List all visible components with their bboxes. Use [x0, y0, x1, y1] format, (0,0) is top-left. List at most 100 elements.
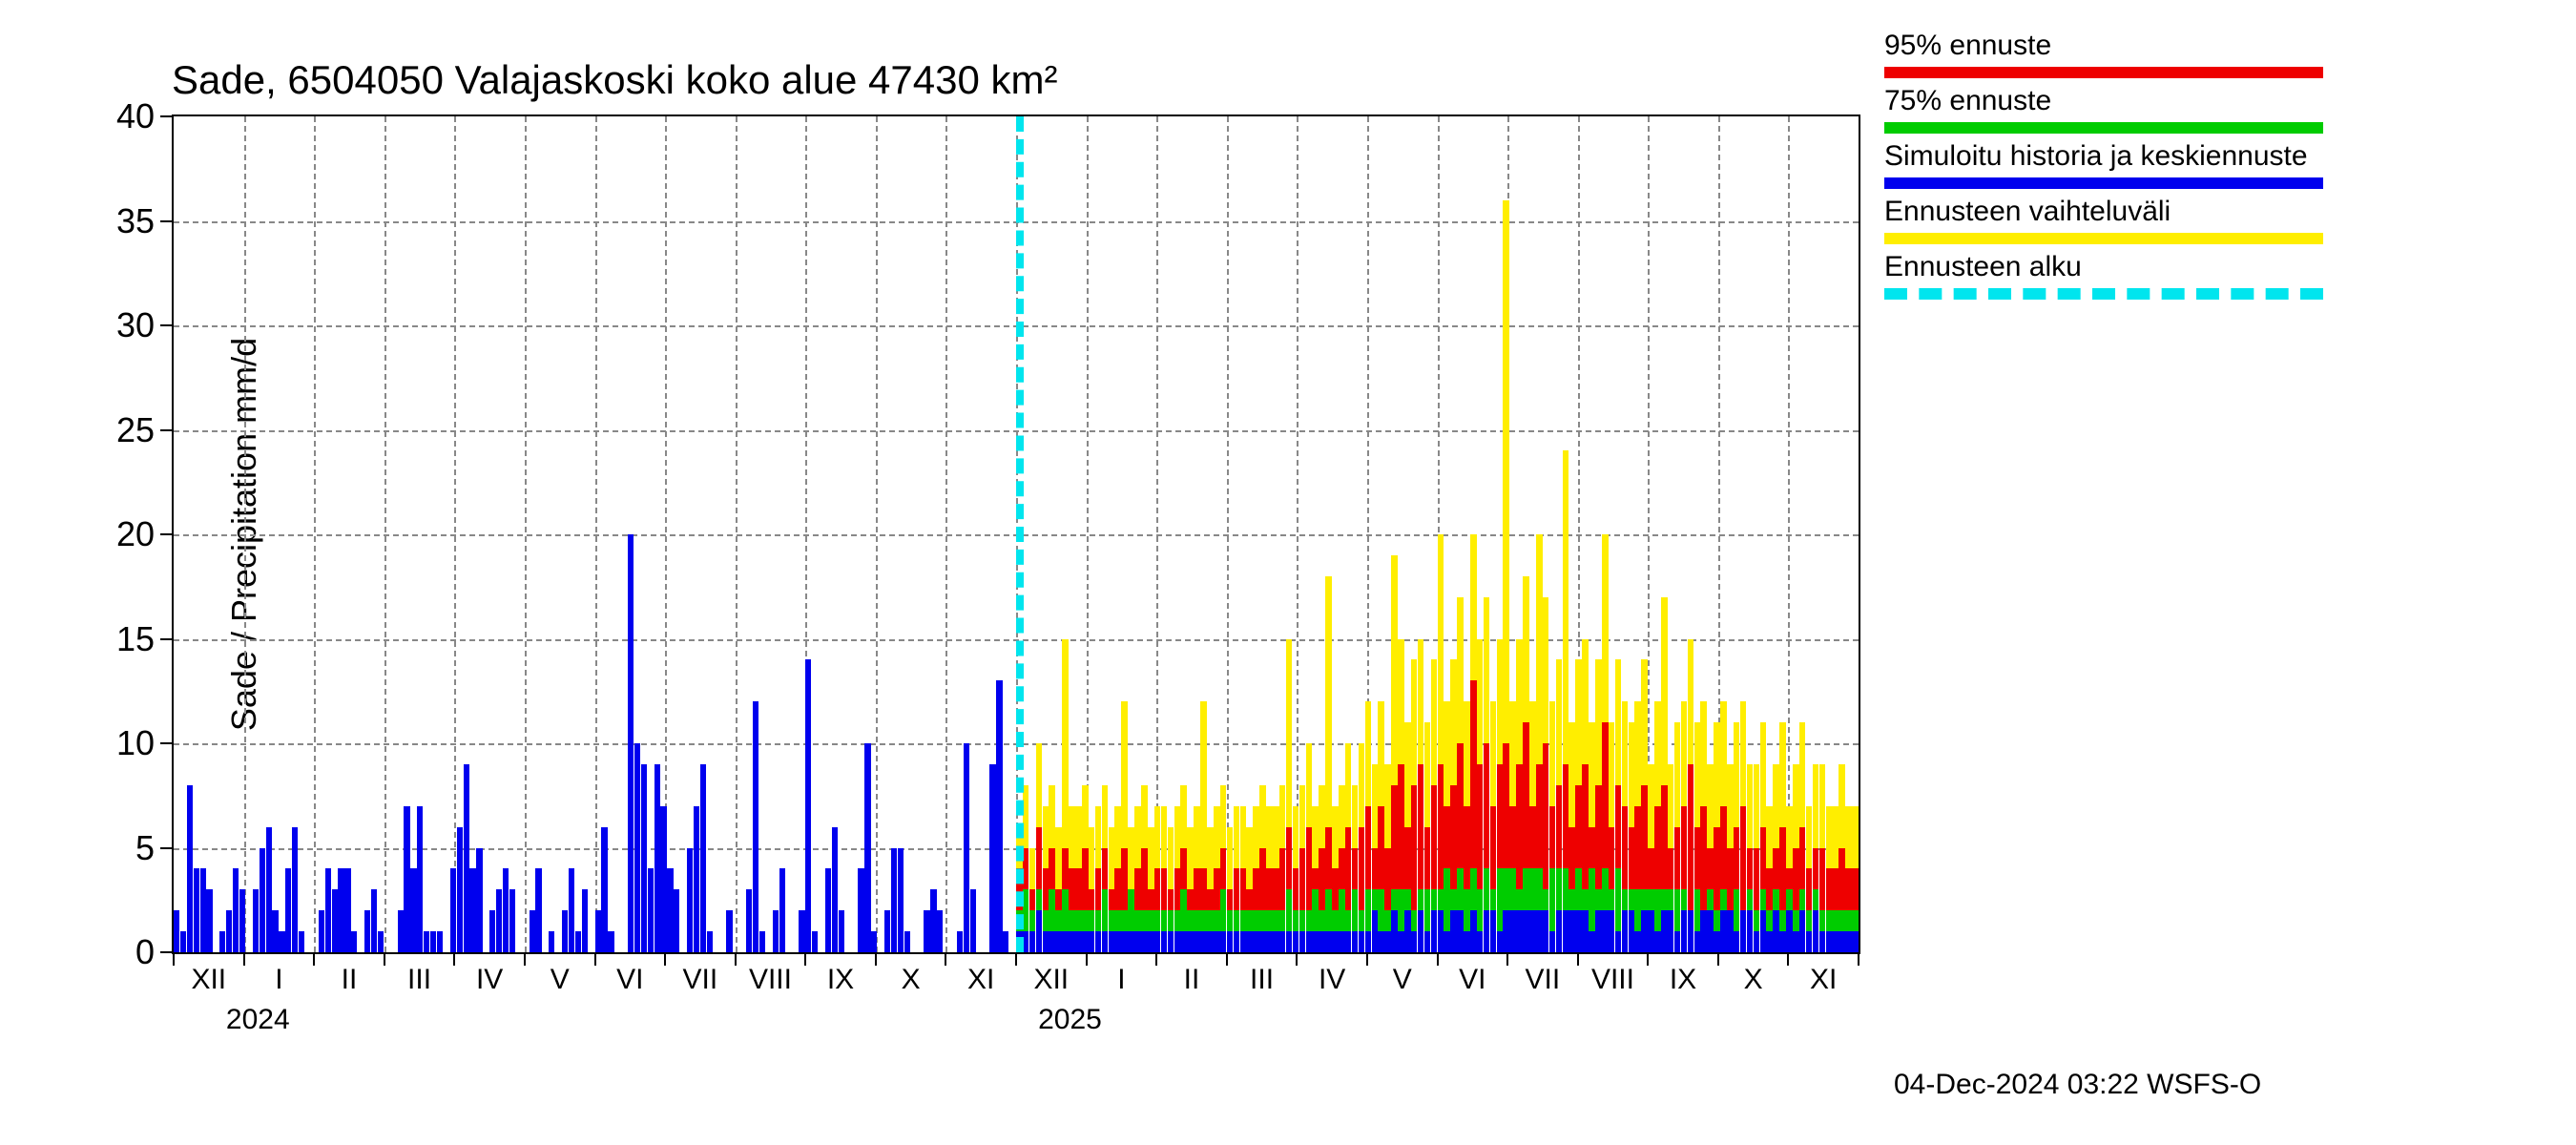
forecast-mean-bar — [1852, 931, 1859, 952]
xtick-mark — [524, 952, 526, 966]
forecast-mean-bar — [1418, 910, 1424, 952]
history-bar — [476, 848, 482, 953]
xtick-label: VI — [1459, 964, 1485, 996]
history-bar — [634, 743, 640, 952]
forecast-mean-bar — [1470, 910, 1477, 952]
forecast-mean-bar — [1286, 931, 1293, 952]
forecast-mean-bar — [1391, 910, 1398, 952]
ytick-mark — [160, 220, 174, 222]
xtick-mark — [1858, 952, 1859, 966]
xtick-mark — [1647, 952, 1649, 966]
xtick-mark — [1366, 952, 1368, 966]
forecast-mean-bar — [1246, 931, 1253, 952]
history-bar — [575, 931, 581, 952]
forecast-mean-bar — [1556, 910, 1563, 952]
history-bar — [812, 931, 818, 952]
xtick-mark — [1717, 952, 1719, 966]
forecast-mean-bar — [1029, 931, 1036, 952]
ytick-mark — [160, 115, 174, 117]
xtick-mark — [1015, 952, 1017, 966]
ytick-label: 20 — [116, 514, 155, 554]
history-bar — [964, 743, 969, 952]
forecast-mean-bar — [1168, 931, 1174, 952]
forecast-mean-bar — [1484, 910, 1490, 952]
forecast-mean-bar — [1641, 910, 1648, 952]
xtick-mark — [1577, 952, 1579, 966]
forecast-mean-bar — [1464, 931, 1470, 952]
history-bar — [410, 868, 416, 952]
forecast-mean-bar — [1200, 931, 1207, 952]
forecast-mean-bar — [1075, 931, 1082, 952]
forecast-mean-bar — [1424, 931, 1431, 952]
xtick-mark — [804, 952, 806, 966]
xtick-label: IX — [1670, 964, 1696, 996]
forecast-mean-bar — [1766, 931, 1773, 952]
forecast-mean-bar — [1266, 931, 1273, 952]
forecast-mean-bar — [1634, 931, 1641, 952]
xtick-mark — [453, 952, 455, 966]
history-bar — [891, 848, 897, 953]
forecast-mean-bar — [1661, 910, 1668, 952]
history-bar — [260, 848, 265, 953]
forecast-mean-bar — [1043, 931, 1049, 952]
forecast-mean-bar — [1754, 931, 1760, 952]
forecast-mean-bar — [1339, 931, 1345, 952]
history-bar — [595, 910, 601, 952]
vgrid-line — [736, 116, 737, 952]
forecast-mean-bar — [1444, 931, 1450, 952]
xtick-mark — [1437, 952, 1439, 966]
history-bar — [707, 931, 713, 952]
history-bar — [279, 931, 284, 952]
history-bar — [253, 889, 259, 952]
forecast-mean-bar — [1563, 910, 1569, 952]
vgrid-line — [945, 116, 947, 952]
xtick-label: III — [407, 964, 431, 996]
xtick-mark — [664, 952, 666, 966]
history-bar — [496, 889, 502, 952]
vgrid-line — [525, 116, 527, 952]
history-bar — [898, 848, 904, 953]
history-bar — [233, 868, 239, 952]
history-bar — [773, 910, 779, 952]
legend-item: 95% ennuste — [1884, 29, 2323, 78]
history-bar — [759, 931, 765, 952]
forecast-mean-bar — [1609, 910, 1615, 952]
forecast-mean-bar — [1582, 910, 1589, 952]
forecast-mean-bar — [1069, 931, 1075, 952]
forecast-mean-bar — [1062, 931, 1069, 952]
forecast-mean-bar — [1134, 931, 1141, 952]
forecast-mean-bar — [1438, 910, 1444, 952]
ytick-mark — [160, 847, 174, 849]
forecast-mean-bar — [1806, 931, 1813, 952]
history-bar — [226, 910, 232, 952]
history-bar — [319, 910, 324, 952]
forecast-mean-bar — [1214, 931, 1220, 952]
history-bar — [694, 806, 699, 952]
forecast-mean-bar — [1293, 931, 1299, 952]
xtick-label: IV — [476, 964, 503, 996]
legend-item: Simuloitu historia ja keskiennuste — [1884, 139, 2323, 189]
forecast-mean-bar — [1114, 931, 1121, 952]
ytick-label: 10 — [116, 723, 155, 763]
forecast-mean-bar — [1141, 931, 1148, 952]
history-bar — [430, 931, 436, 952]
history-bar — [726, 910, 732, 952]
history-bar — [503, 868, 509, 952]
xtick-label: X — [902, 964, 921, 996]
history-bar — [530, 910, 535, 952]
forecast-mean-bar — [1352, 931, 1359, 952]
history-bar — [805, 659, 811, 952]
history-bar — [608, 931, 613, 952]
history-bar — [299, 931, 304, 952]
history-bar — [924, 910, 929, 952]
history-bar — [562, 910, 568, 952]
ytick-mark — [160, 324, 174, 326]
forecast-mean-bar — [1161, 931, 1168, 952]
forecast-mean-bar — [1174, 931, 1181, 952]
forecast-mean-bar — [1694, 931, 1701, 952]
forecast-mean-bar — [1747, 910, 1754, 952]
forecast-mean-bar — [1727, 910, 1734, 952]
xtick-mark — [945, 952, 946, 966]
xtick-label: XII — [1033, 964, 1069, 996]
history-bar — [417, 806, 423, 952]
